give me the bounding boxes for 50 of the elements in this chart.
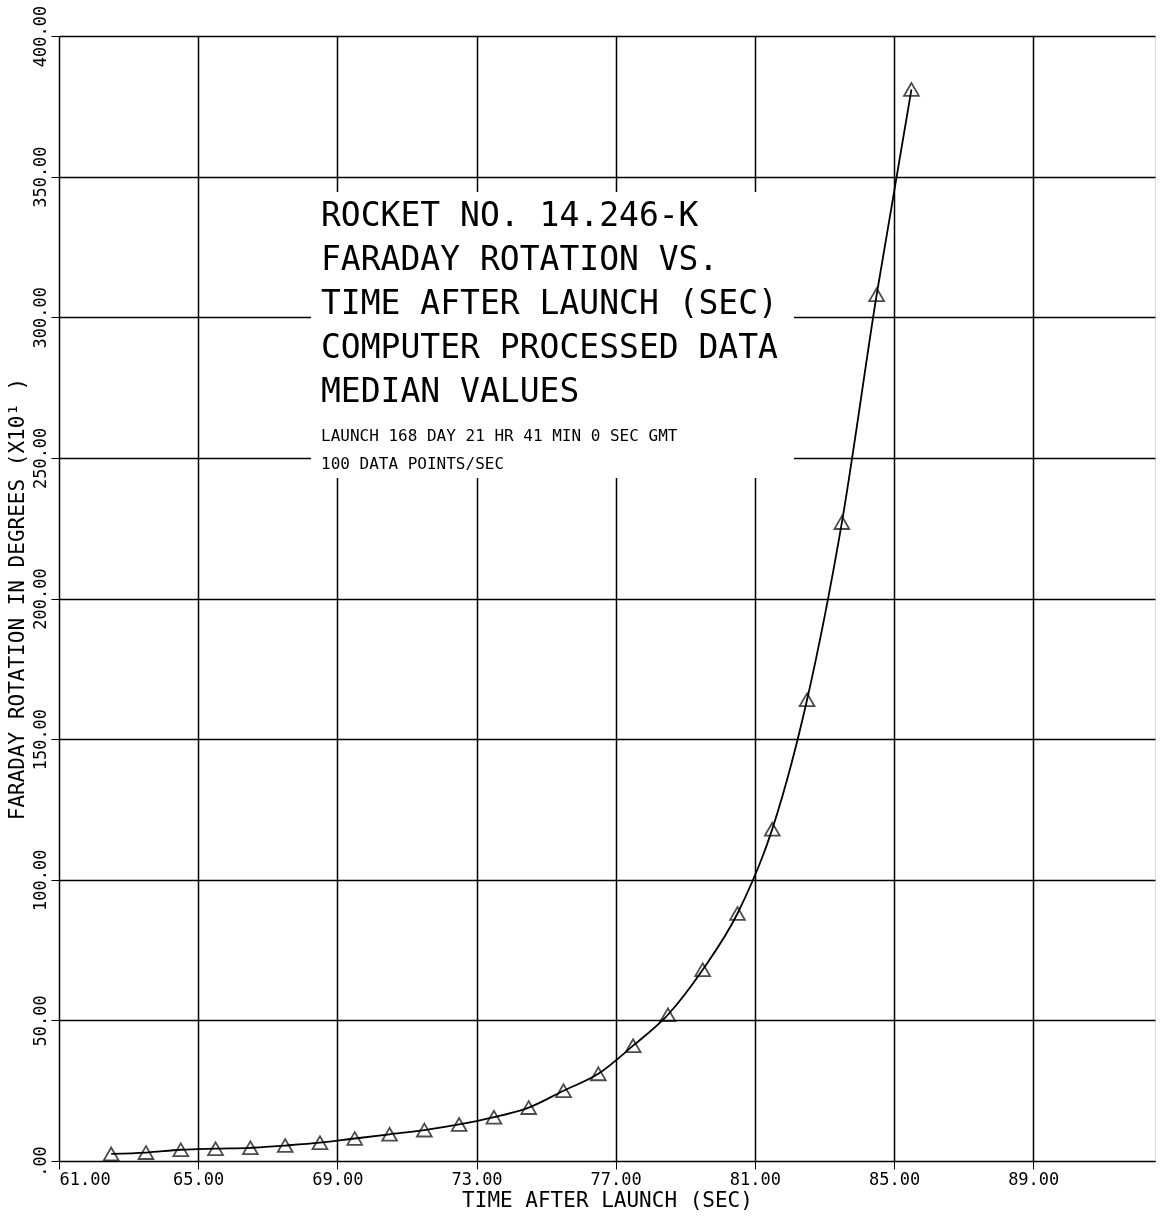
point bbox=[276, 1138, 294, 1153]
x-tick-label: 69.00 bbox=[312, 1168, 364, 1189]
y-tick-label: 50.00 bbox=[29, 995, 50, 1047]
annotation: TIME AFTER LAUNCH (SEC) bbox=[321, 283, 778, 322]
y-tick-label: .00 bbox=[29, 1146, 50, 1177]
x-tick-label: 73.00 bbox=[451, 1168, 503, 1189]
point bbox=[763, 821, 781, 837]
y-tick-label: 100.00 bbox=[29, 849, 50, 911]
x-axis-title: TIME AFTER LAUNCH (SEC) bbox=[462, 1187, 753, 1212]
y-tick-label: 300.00 bbox=[29, 287, 50, 349]
annotation: FARADAY ROTATION VS. bbox=[321, 239, 719, 278]
point bbox=[729, 906, 746, 921]
x-tick-label: 65.00 bbox=[173, 1168, 225, 1189]
y-tick-label: 400.00 bbox=[29, 5, 50, 68]
point bbox=[798, 692, 816, 708]
y-tick-label: 200.00 bbox=[29, 568, 50, 630]
point bbox=[172, 1142, 190, 1158]
x-tick-label: 89.00 bbox=[1008, 1168, 1060, 1189]
annotation: COMPUTER PROCESSED DATA bbox=[321, 327, 779, 366]
x-tick-label: 61.00 bbox=[59, 1168, 111, 1189]
point bbox=[868, 287, 885, 303]
point bbox=[242, 1140, 259, 1156]
point bbox=[555, 1083, 572, 1099]
x-tick-label: 85.00 bbox=[868, 1168, 921, 1189]
annotation: ROCKET NO. 14.246-K bbox=[321, 195, 699, 234]
point bbox=[694, 962, 711, 978]
point bbox=[207, 1141, 224, 1156]
y-tick-label: 150.00 bbox=[29, 708, 50, 771]
annotation: LAUNCH 168 DAY 21 HR 41 MIN 0 SEC GMT bbox=[321, 426, 678, 445]
y-axis-title: FARADAY ROTATION IN DEGREES (X10¹ ) bbox=[4, 377, 29, 821]
point bbox=[833, 515, 851, 530]
x-tick-label: 77.00 bbox=[590, 1168, 642, 1189]
point bbox=[589, 1066, 607, 1082]
point bbox=[624, 1038, 642, 1054]
annotation: 100 DATA POINTS/SEC bbox=[321, 454, 505, 473]
point bbox=[485, 1109, 503, 1125]
annotation: MEDIAN VALUES bbox=[321, 371, 580, 410]
point bbox=[659, 1007, 677, 1023]
point bbox=[450, 1117, 468, 1132]
point bbox=[102, 1146, 120, 1162]
point bbox=[520, 1100, 538, 1115]
point bbox=[137, 1145, 155, 1160]
point bbox=[381, 1126, 398, 1142]
point bbox=[416, 1122, 433, 1138]
point bbox=[903, 82, 920, 97]
point bbox=[346, 1131, 364, 1146]
y-tick-label: 350.00 bbox=[29, 146, 50, 208]
point bbox=[311, 1135, 329, 1151]
y-tick-label: 250.00 bbox=[29, 427, 50, 490]
x-tick-label: 81.00 bbox=[729, 1168, 781, 1189]
